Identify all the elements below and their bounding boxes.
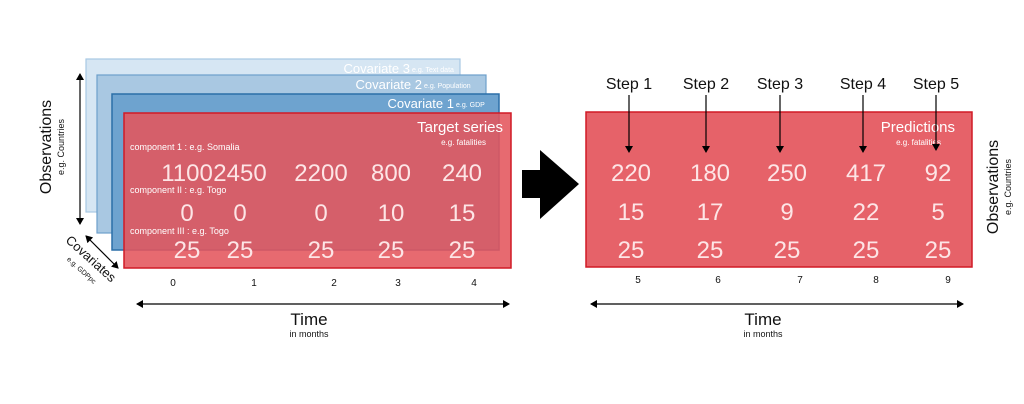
left-time-ticks: 0 1 2 3 4 [170,278,477,289]
target-value: 0 [233,200,246,227]
covariate-1-example: e.g. GDP [456,102,485,109]
target-value: 10 [378,200,405,227]
covariate-3-example: e.g. Text data [412,67,454,74]
time-tick-label: 0 [170,278,176,289]
prediction-value: 9 [780,199,793,226]
prediction-value: 15 [618,199,645,226]
time-tick-label: 2 [331,278,337,289]
target-value: 0 [180,200,193,227]
prediction-steps: Step 1 Step 2 Step 3 Step 4 Step 5 [606,76,959,153]
transition-arrow-icon [522,150,579,219]
covariate-2-example: e.g. Population [424,83,471,90]
step-label: Step 1 [606,76,652,93]
target-value: 25 [227,237,254,264]
target-value: 25 [308,237,335,264]
prediction-value: 25 [618,237,645,264]
covariates-axis [85,235,119,269]
target-value: 800 [371,160,411,187]
observations-sublabel: e.g. Countries [56,118,66,175]
step-label: Step 2 [683,76,729,93]
predictions-title: Predictions [881,119,955,136]
time-tick-label: 6 [715,275,721,286]
left-time-label: Time [290,310,327,329]
target-series-subtitle: e.g. fatalities [441,138,486,147]
step-label: Step 4 [840,76,886,93]
covariate-3-label: Covariate 3 [344,61,410,76]
component-1-label: component 1 : e.g. Somalia [130,142,240,152]
right-time-label: Time [744,310,781,329]
right-observations-sublabel: e.g. Countries [1003,158,1013,215]
target-value: 0 [314,200,327,227]
time-tick-label: 4 [471,278,477,289]
target-value: 25 [378,237,405,264]
time-tick-label: 9 [945,275,951,286]
prediction-value: 25 [853,237,880,264]
target-value: 2450 [213,160,266,187]
step-label: Step 3 [757,76,803,93]
prediction-value: 5 [931,199,944,226]
time-tick-label: 3 [395,278,401,289]
time-tick-label: 8 [873,275,879,286]
target-series-title: Target series [417,119,503,136]
prediction-value: 220 [611,160,651,187]
prediction-value: 25 [925,237,952,264]
step-label: Step 5 [913,76,959,93]
covariate-2-label: Covariate 2 [356,77,422,92]
prediction-value: 25 [774,237,801,264]
predictions-subtitle: e.g. fatalities [896,138,941,147]
target-value: 25 [449,237,476,264]
prediction-values: 220 180 250 417 92 15 17 9 22 5 25 25 25 25 25 [611,160,951,264]
prediction-value: 92 [925,160,952,187]
prediction-value: 25 [697,237,724,264]
target-value: 15 [449,200,476,227]
prediction-value: 22 [853,199,880,226]
left-time-sublabel: in months [289,329,329,339]
time-tick-label: 5 [635,275,641,286]
target-series-layer [123,112,512,269]
right-time-ticks: 5 6 7 8 9 [635,275,951,286]
right-time-sublabel: in months [743,329,783,339]
observations-label: Observations [38,100,55,194]
component-3-label: component III : e.g. Togo [130,226,229,236]
covariate-1-label: Covariate 1 [388,96,454,111]
right-observations-label: Observations [985,140,1002,234]
component-2-label: component II : e.g. Togo [130,185,226,195]
target-value: 1100 [161,160,213,187]
target-value: 2200 [294,160,347,187]
prediction-value: 250 [767,160,807,187]
target-values: 1100 2450 2200 800 240 0 0 0 10 15 25 25 25 25 25 [161,160,482,264]
prediction-value: 17 [697,199,724,226]
target-value: 240 [442,160,482,187]
predictions-panel [585,111,973,268]
target-value: 25 [174,237,201,264]
time-tick-label: 7 [797,275,803,286]
time-tick-label: 1 [251,278,257,289]
prediction-value: 180 [690,160,730,187]
prediction-value: 417 [846,160,886,187]
